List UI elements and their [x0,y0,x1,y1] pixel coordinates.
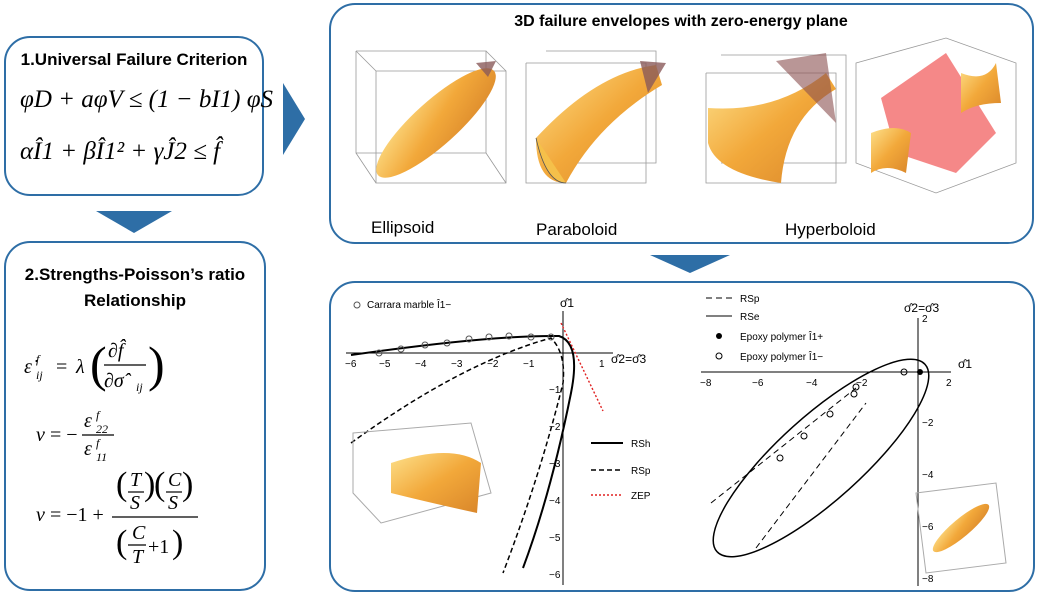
relationship-title-line-1: 2.Strengths-Poisson’s ratio [24,265,246,284]
legend-epoxy-plus: Epoxy polymer Î1+ [740,330,823,343]
svg-text:−5: −5 [549,533,561,544]
svg-text:v: v [36,504,45,526]
legend-rsp-right: RSp [740,294,760,305]
svg-text:−6: −6 [752,378,764,389]
left-y-axis-label: σ̂1 [560,296,574,310]
carrara-marble-plot: Carrara marble Î1− σ̂1 σ̂2=σ̂3 −6 −5 −4 … [345,296,651,585]
svg-text:= −1 +: = −1 + [50,504,104,526]
hyperboloid-label: Hyperboloid [785,220,876,239]
relationship-equations: ε̇ fij = λ ( ∂f̂ ∂σ̂ ij ) v = − ε f22 ε f11 v =… [24,336,198,568]
svg-text:): ) [148,336,165,392]
criterion-equation-2: αÎ1 + βÎ1² + γĴ2 ≤ f̂ [20,138,221,165]
right-x-axis-label: σ̂1 [958,357,972,371]
legend-rsh: RSh [631,439,650,450]
criterion-panel: 1.Universal Failure Criterion φD + aφV ≤… [4,36,273,196]
down-arrow-icon-2 [650,255,730,273]
svg-text:−8: −8 [922,574,934,585]
ellipsoid-label: Ellipsoid [371,218,435,237]
strength-poisson-panel: 2.Strengths-Poisson’s ratio Relationship… [4,241,266,591]
svg-text:−4: −4 [922,470,934,481]
svg-text:): ) [182,466,193,503]
svg-text:−3: −3 [451,359,463,370]
svg-text:∂σ̂: ∂σ̂ [104,370,132,392]
svg-text:(: ( [90,336,107,392]
svg-text:−4: −4 [549,496,561,507]
svg-text:−2: −2 [856,378,868,389]
svg-text:−1: −1 [523,359,535,370]
svg-text:f: f [36,352,41,366]
svg-text:−1: −1 [549,385,561,396]
svg-text:−6: −6 [922,522,934,533]
svg-text:): ) [144,466,155,503]
svg-text:ij: ij [36,368,43,382]
svg-text:−2: −2 [922,418,934,429]
svg-text:11: 11 [96,450,107,464]
svg-text:ε: ε [84,410,92,432]
envelopes-panel: 3D failure envelopes with zero-energy pl… [329,3,1034,244]
svg-text:−5: −5 [379,359,391,370]
svg-text:C: C [132,522,146,544]
svg-text:2: 2 [946,378,952,389]
svg-text:−8: −8 [700,378,712,389]
svg-text:v: v [36,424,45,446]
svg-text:(: ( [116,524,127,561]
criterion-title: 1.Universal Failure Criterion [20,50,248,69]
svg-text:f: f [96,436,101,450]
svg-text:= −: = − [50,424,78,446]
svg-text:+1: +1 [148,536,169,558]
svg-text:−6: −6 [345,359,357,370]
svg-text:=: = [56,356,67,378]
svg-text:∂f̂: ∂f̂ [108,338,127,362]
svg-text:2: 2 [922,314,928,325]
svg-text:): ) [172,524,183,561]
svg-text:−4: −4 [806,378,818,389]
envelopes-title: 3D failure envelopes with zero-energy pl… [514,13,848,30]
criterion-equation-1: φD + aφV ≤ (1 − bI1) φS [20,86,274,113]
svg-text:ε: ε [84,438,92,460]
svg-text:C: C [168,469,182,491]
legend-carrara: Carrara marble Î1− [367,298,451,311]
svg-text:T: T [130,469,143,491]
svg-text:22: 22 [96,422,108,436]
svg-text:ij: ij [136,380,143,394]
svg-text:−2: −2 [549,422,561,433]
svg-text:1: 1 [599,359,605,370]
legend-rse: RSe [740,312,760,323]
legend-rsp: RSp [631,466,651,477]
svg-text:S: S [130,492,140,514]
legend-zep: ZEP [631,491,651,502]
svg-text:T: T [132,546,145,568]
right-arrow-icon [283,83,305,155]
svg-text:−4: −4 [415,359,427,370]
svg-text:(: ( [154,466,165,503]
left-x-axis-label: σ̂2=σ̂3 [611,352,646,366]
svg-text:λ: λ [75,356,85,378]
epoxy-polymer-plot: RSp RSe Epoxy polymer Î1+ Epoxy polymer … [700,294,1007,586]
svg-text:S: S [168,492,178,514]
svg-text:−2: −2 [487,359,499,370]
down-arrow-icon [96,211,172,233]
legend-epoxy-minus: Epoxy polymer Î1− [740,350,823,363]
envelope-3d-plots [355,37,1017,194]
comparison-panel: Carrara marble Î1− σ̂1 σ̂2=σ̂3 −6 −5 −4 … [329,281,1035,592]
paraboloid-label: Paraboloid [536,220,618,239]
relationship-title-line-2: Relationship [83,291,186,310]
svg-text:−6: −6 [549,570,561,581]
right-y-axis-label: σ̂2=σ̂3 [904,301,939,315]
svg-text:f: f [96,408,101,422]
svg-text:(: ( [116,466,127,503]
ellipsoid-plot [355,50,507,184]
